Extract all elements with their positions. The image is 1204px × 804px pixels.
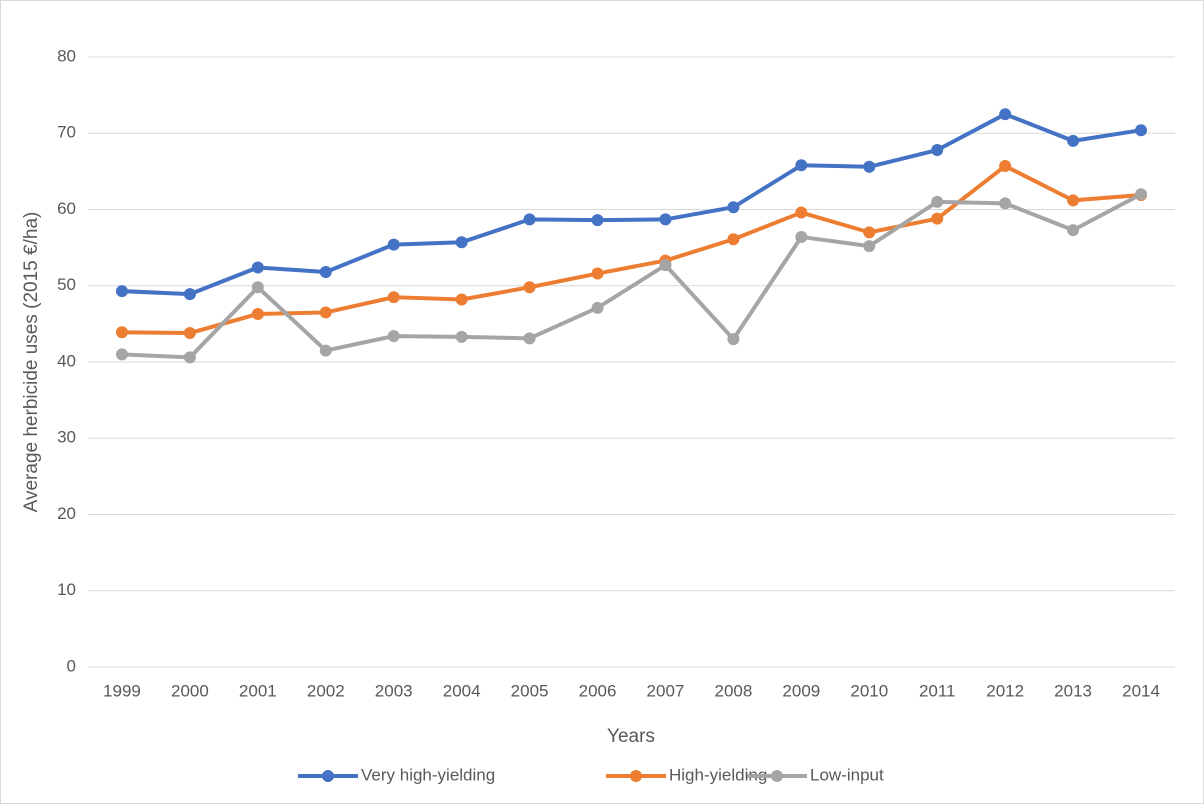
- x-tick-label: 2013: [1054, 681, 1092, 700]
- data-point: [183, 327, 196, 340]
- x-tick-label: 2004: [443, 681, 481, 700]
- data-point: [591, 267, 604, 280]
- x-tick-label: 2009: [782, 681, 820, 700]
- legend-label: High-yielding: [669, 765, 767, 784]
- data-point: [999, 108, 1012, 121]
- y-axis-label: Average herbicide uses (2015 €/ha): [21, 212, 42, 513]
- x-tick-label: 2006: [579, 681, 617, 700]
- series-line: [121, 192, 1142, 360]
- data-point: [659, 213, 672, 226]
- y-tick-label: 60: [57, 199, 76, 218]
- y-tick-label: 0: [67, 656, 76, 675]
- data-point: [1067, 134, 1080, 147]
- y-tick-label: 20: [57, 504, 76, 523]
- data-point: [727, 333, 740, 346]
- legend-marker: [322, 770, 334, 782]
- x-tick-label: 2002: [307, 681, 345, 700]
- data-point: [115, 348, 128, 361]
- data-point: [183, 351, 196, 364]
- data-point: [1067, 194, 1080, 207]
- data-point: [387, 291, 400, 304]
- x-tick-label: 2001: [239, 681, 277, 700]
- data-point: [999, 197, 1012, 210]
- series-line: [121, 112, 1142, 297]
- y-tick-label: 70: [57, 123, 76, 142]
- data-point: [523, 281, 536, 294]
- legend-marker: [630, 770, 642, 782]
- x-tick-label: 2011: [919, 681, 956, 700]
- data-point: [183, 288, 196, 301]
- x-tick-label: 2003: [375, 681, 413, 700]
- data-point: [795, 159, 808, 172]
- x-tick-label: 2007: [647, 681, 685, 700]
- data-point: [523, 332, 536, 345]
- data-point: [1135, 188, 1148, 201]
- data-point: [319, 344, 332, 357]
- series-line: [121, 164, 1142, 336]
- x-tick-label: 2012: [986, 681, 1024, 700]
- data-point: [1067, 224, 1080, 237]
- data-point: [727, 201, 740, 214]
- data-point: [931, 144, 944, 157]
- data-point: [795, 230, 808, 243]
- data-point: [251, 307, 264, 320]
- data-point: [251, 261, 264, 274]
- data-point: [863, 226, 876, 239]
- y-tick-label: 10: [57, 580, 76, 599]
- data-point: [455, 293, 468, 306]
- data-point: [387, 330, 400, 343]
- y-tick-label: 30: [57, 428, 76, 447]
- x-tick-label: 2005: [511, 681, 549, 700]
- data-point: [115, 326, 128, 339]
- x-tick-label: 2010: [850, 681, 888, 700]
- x-tick-label: 2014: [1122, 681, 1160, 700]
- data-point: [115, 285, 128, 298]
- data-point: [931, 195, 944, 208]
- legend-marker: [771, 770, 783, 782]
- legend-label: Very high-yielding: [361, 765, 495, 784]
- data-point: [1135, 124, 1148, 137]
- data-point: [659, 259, 672, 272]
- data-point: [863, 240, 876, 253]
- legend-label: Low-input: [810, 765, 884, 784]
- data-point: [999, 160, 1012, 173]
- y-tick-label: 50: [57, 275, 76, 294]
- data-point: [931, 212, 944, 225]
- x-tick-label: 1999: [103, 681, 141, 700]
- data-point: [251, 281, 264, 294]
- data-point: [727, 233, 740, 246]
- data-point: [387, 238, 400, 251]
- data-point: [863, 160, 876, 173]
- x-axis-label: Years: [607, 726, 655, 747]
- data-point: [523, 213, 536, 226]
- data-point: [455, 236, 468, 249]
- data-point: [319, 306, 332, 319]
- x-tick-label: 2008: [714, 681, 752, 700]
- data-point: [795, 206, 808, 219]
- data-point: [455, 330, 468, 343]
- y-tick-label: 80: [57, 46, 76, 65]
- data-point: [591, 301, 604, 314]
- y-tick-label: 40: [57, 351, 76, 370]
- data-point: [319, 266, 332, 279]
- data-point: [591, 214, 604, 227]
- x-tick-label: 2000: [171, 681, 209, 700]
